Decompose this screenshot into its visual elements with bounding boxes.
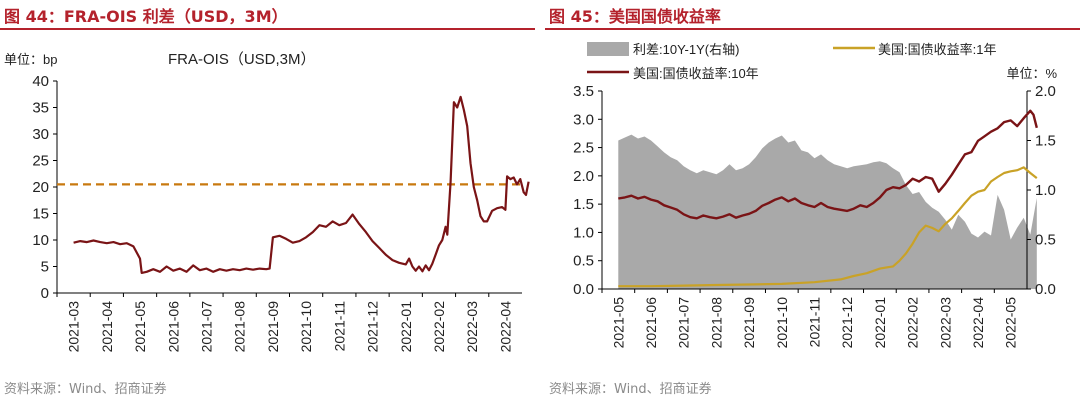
x-tick-label: 2022-01 [398, 301, 414, 353]
x-tick-label: 2021-04 [99, 301, 115, 353]
figure-45-title: 图 45：美国国债收益率 [549, 7, 721, 26]
spread-area [618, 134, 1037, 289]
x-tick-label: 2021-08 [708, 297, 724, 349]
y-tick-label-left: 1.5 [573, 196, 594, 213]
y-tick-label-right: 1.5 [1035, 133, 1056, 150]
y-tick-label: 40 [32, 73, 49, 90]
x-tick-label: 2021-07 [198, 301, 214, 353]
x-tick-label: 2022-04 [497, 301, 513, 353]
y-tick-label-left: 3.0 [573, 111, 594, 128]
figure-44-title-rule [0, 28, 535, 30]
figure-44-panel: 图 44：FRA-OIS 利差（USD，3M） 单位：bp FRA-OIS（US… [0, 0, 535, 400]
treasury-yield-chart: 利差:10Y-1Y(右轴) 美国:国债收益率:1年 美国:国债收益率:10年 单… [573, 42, 1057, 349]
y-tick-label-right: 0.0 [1035, 281, 1056, 298]
x-tick-label: 2021-06 [643, 297, 659, 349]
x-tick-label: 2021-08 [232, 301, 248, 353]
legend-label-spread: 利差:10Y-1Y(右轴) [633, 42, 739, 57]
y-tick-label: 25 [32, 153, 49, 170]
x-tick-label: 2021-07 [676, 297, 692, 349]
y-tick-label: 30 [32, 126, 49, 143]
fra-ois-legend-label: FRA-OIS（USD,3M） [168, 51, 316, 68]
y-tick-label: 20 [32, 179, 49, 196]
y-tick-label-right: 1.0 [1035, 182, 1056, 199]
yield-1y-line [618, 166, 1038, 288]
figure-44-title: 图 44：FRA-OIS 利差（USD，3M） [4, 7, 288, 26]
x-tick-label: 2022-05 [1003, 297, 1019, 349]
y-tick-label: 10 [32, 232, 49, 249]
y-tick-label-left: 0.0 [573, 281, 594, 298]
fra-ois-chart: 单位：bp FRA-OIS（USD,3M） 0 5 10 15 20 25 30 35 40 20… [4, 51, 530, 353]
y-tick-label-left: 2.0 [573, 168, 594, 185]
x-tick-label: 2021-10 [298, 301, 314, 353]
x-tick-label: 2022-03 [464, 301, 480, 353]
x-tick-label: 2021-12 [839, 297, 855, 349]
x-tick-label: 2021-06 [165, 301, 181, 353]
y-tick-label: 5 [41, 259, 49, 276]
y-tick-label-left: 1.0 [573, 224, 594, 241]
y-tick-label-right: 2.0 [1035, 83, 1056, 100]
y-tick-label-left: 2.5 [573, 140, 594, 157]
x-tick-label: 2021-10 [774, 297, 790, 349]
y-tick-label: 35 [32, 100, 49, 117]
legend-swatch-spread [587, 42, 629, 56]
fra-ois-unit-label: 单位：bp [4, 52, 57, 67]
y-tick-label: 0 [41, 285, 49, 302]
yield-10y-line [618, 109, 1038, 220]
y-tick-label-right: 0.5 [1035, 232, 1056, 249]
legend-label-10y: 美国:国债收益率:10年 [633, 66, 759, 81]
y-tick-label: 15 [32, 206, 49, 223]
legend-label-1y: 美国:国债收益率:1年 [878, 42, 996, 57]
figure-44-source: 资料来源：Wind、招商证券 [4, 382, 167, 397]
x-tick-label: 2022-01 [872, 297, 888, 349]
x-tick-label: 2021-09 [265, 301, 281, 353]
figure-45-title-rule [545, 28, 1080, 30]
x-tick-label: 2021-12 [365, 301, 381, 353]
figure-45-source: 资料来源：Wind、招商证券 [549, 382, 712, 397]
x-tick-label: 2022-04 [970, 297, 986, 349]
y-tick-label-left: 0.5 [573, 253, 594, 270]
x-tick-label: 2021-11 [331, 301, 347, 352]
x-tick-label: 2021-09 [741, 297, 757, 349]
x-tick-label: 2021-11 [807, 297, 823, 348]
x-tick-label: 2021-05 [132, 301, 148, 353]
fra-ois-series-line [73, 95, 530, 274]
x-tick-label: 2021-03 [66, 301, 82, 353]
x-tick-label: 2022-02 [905, 297, 921, 349]
figure-45-panel: 图 45：美国国债收益率 利差:10Y-1Y(右轴) 美国:国债收益率:1年 美… [545, 0, 1080, 400]
y-tick-label-left: 3.5 [573, 83, 594, 100]
x-tick-label: 2022-02 [431, 301, 447, 353]
x-tick-label: 2021-05 [610, 297, 626, 349]
treasury-unit-label: 单位：% [1006, 66, 1057, 81]
x-tick-label: 2022-03 [937, 297, 953, 349]
